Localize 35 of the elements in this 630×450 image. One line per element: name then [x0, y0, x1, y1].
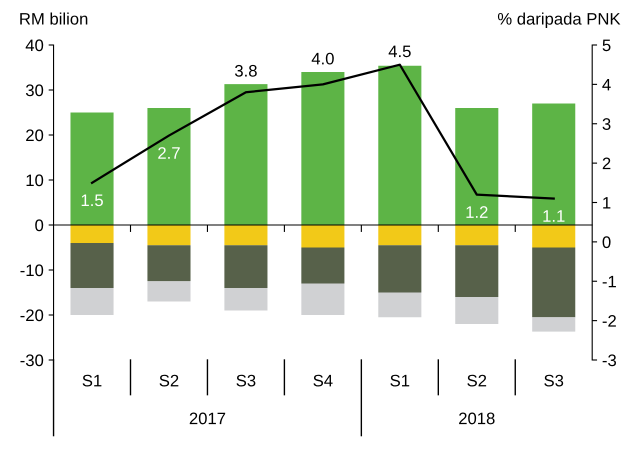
y2-axis-title: % daripada PNK: [498, 12, 620, 28]
y-axis-title: RM bilion: [20, 12, 88, 25]
y2-tick-label: -2: [602, 315, 616, 327]
x-tick-label: S2: [467, 374, 486, 387]
y-tick-label: -20: [20, 309, 44, 322]
y-tick-label: 40: [26, 39, 44, 52]
x-tick-label: S3: [236, 374, 256, 387]
y-tick-label: -10: [20, 264, 44, 276]
y-tick-label: -30: [20, 354, 44, 366]
y-tick-label: 0: [35, 219, 44, 232]
y2-tick-label: 1: [603, 197, 610, 209]
y2-tick-label: -1: [602, 276, 616, 288]
y-tick-label: 10: [26, 174, 44, 186]
x-tick-label: S1: [390, 374, 410, 387]
x-tick-label: S3: [544, 374, 564, 387]
y2-tick-label: 5: [602, 40, 610, 52]
y-tick-label: 30: [26, 84, 44, 96]
y-tick-label: 20: [26, 129, 44, 142]
x-tick-label: S2: [160, 374, 178, 387]
y2-tick-label: 2: [602, 158, 610, 170]
data-label: 1.5: [82, 194, 103, 206]
y2-tick-label: 3: [602, 118, 610, 130]
data-label: 4.5: [388, 46, 411, 58]
data-label: 3.8: [234, 64, 257, 77]
data-label: 2.7: [158, 147, 180, 159]
y2-tick-label: 4: [602, 78, 611, 90]
data-label: 1.2: [466, 206, 488, 218]
text: 2017: [190, 412, 226, 424]
data-label: 1.1: [543, 210, 564, 222]
text: 2018: [459, 412, 495, 424]
data-label: 4.0: [312, 52, 334, 65]
x-tick-label: S4: [313, 374, 333, 387]
x-tick-label: S1: [82, 374, 102, 387]
y2-tick-label: -3: [602, 354, 616, 366]
y2-tick-label: 0: [602, 236, 611, 248]
